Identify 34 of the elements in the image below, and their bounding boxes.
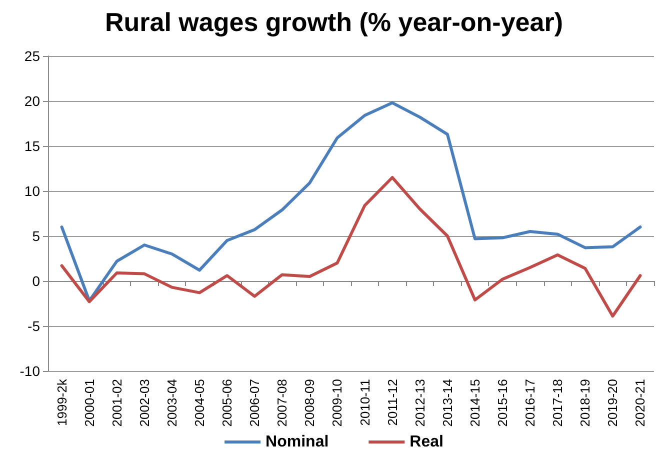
- x-tick-label: 2000-01: [82, 379, 97, 427]
- x-tick-label: 2015-16: [495, 379, 510, 427]
- x-tick-label: 2006-07: [247, 379, 262, 427]
- legend-label: Nominal: [266, 434, 329, 450]
- y-tick-label: 20: [24, 93, 40, 109]
- x-tick-label: 2019-20: [605, 379, 620, 427]
- chart-title: Rural wages growth (% year-on-year): [105, 7, 563, 37]
- y-tick-label: 15: [24, 138, 40, 154]
- x-tick-label: 2014-15: [467, 379, 482, 427]
- x-tick-label: 2004-05: [192, 379, 207, 427]
- x-tick-label: 2001-02: [109, 379, 124, 427]
- x-tick-label: 2010-11: [357, 379, 372, 426]
- x-tick-label: 2020-21: [632, 379, 648, 427]
- x-tick-label: 2007-08: [274, 379, 290, 427]
- x-tick-label: 2013-14: [440, 379, 455, 427]
- x-tick-label: 2008-09: [302, 379, 318, 427]
- x-tick-label: 2002-03: [136, 379, 152, 427]
- line-series: [60, 176, 642, 318]
- x-tick-label: 2012-13: [412, 379, 428, 427]
- x-tick-label: 2017-18: [550, 379, 566, 427]
- y-tick-label: -10: [20, 363, 40, 379]
- y-tick-label: -5: [28, 318, 40, 334]
- x-tick-label: 2018-19: [578, 379, 593, 427]
- x-tick-label: 2016-17: [522, 379, 538, 427]
- legend-label: Real: [410, 434, 444, 450]
- x-tick-label: 1999-2k: [54, 378, 70, 426]
- y-tick-label: 25: [24, 48, 40, 64]
- x-tick-label: 2009-10: [330, 379, 345, 427]
- x-tick-label: 2003-04: [164, 379, 180, 427]
- y-tick-label: 0: [32, 273, 40, 289]
- y-tick-label: 5: [32, 228, 40, 244]
- x-tick-label: 2011-12: [384, 379, 400, 426]
- y-tick-label: 10: [24, 183, 40, 199]
- x-tick-label: 2005-06: [220, 379, 235, 427]
